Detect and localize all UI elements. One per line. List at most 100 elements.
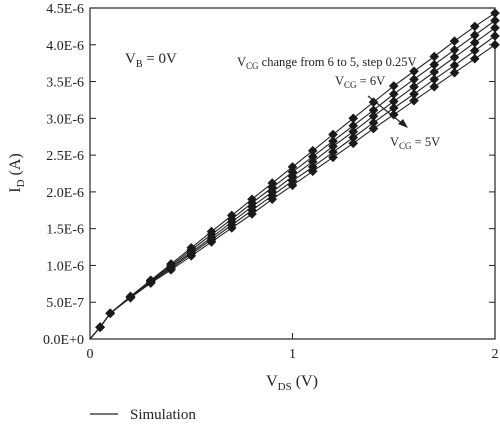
y-axis-label: ID (A) (7, 153, 27, 193)
data-point-s2 (409, 74, 419, 85)
y-axis-ticks: 0.0E+0 5.0E-7 1.0E-6 1.5E-6 2.0E-6 2.5E-6 3.0E… (43, 2, 495, 348)
data-point-s3 (388, 96, 399, 107)
data-point-s1 (328, 129, 338, 140)
data-point-s3 (429, 67, 440, 77)
data-point-s1 (409, 66, 419, 77)
data-point-s3 (469, 37, 480, 48)
data-point-s5 (368, 123, 379, 134)
annotation-sweep-sub: CG (246, 61, 259, 71)
data-point-s1 (368, 97, 379, 107)
annotation-vcg-high-rest: = 6V (357, 74, 386, 88)
annotation-vcg-high: VCG = 6V (335, 74, 385, 90)
y-tick-label: 4.0E-6 (46, 39, 84, 54)
annotation-vb-rest: = 0V (143, 51, 177, 67)
y-tick-label: 2.5E-6 (46, 149, 84, 164)
y-tick-label: 2.0E-6 (46, 186, 84, 201)
data-point-s5 (429, 81, 440, 92)
x-axis-ticks: 0 1 2 (87, 333, 499, 362)
data-point-s5 (490, 39, 500, 50)
x-tick-label: 2 (492, 347, 499, 362)
data-point-s4 (368, 117, 379, 128)
data-point-s2 (449, 45, 460, 55)
y-tick-label: 0.0E+0 (43, 333, 84, 348)
annotation-vb: VB = 0V (125, 51, 177, 70)
y-axis-label-sub: D (15, 179, 27, 187)
annotation-sweep: VCG change from 6 to 5, step 0.25V (237, 55, 417, 71)
data-point-s5 (388, 109, 399, 120)
data-point-s4 (449, 60, 460, 71)
data-point-s2 (429, 59, 440, 70)
data-point-s5 (145, 278, 156, 288)
data-point-s2 (490, 15, 500, 26)
y-tick-label: 1.0E-6 (46, 259, 84, 274)
data-point-s5 (267, 194, 278, 205)
y-tick-label: 1.5E-6 (46, 223, 84, 238)
data-point-s5 (95, 322, 105, 333)
data-point-s1 (348, 113, 359, 124)
data-point-s1 (490, 8, 500, 18)
data-point-s5 (328, 152, 338, 163)
data-point-s3 (328, 141, 338, 152)
data-point-s4 (490, 31, 500, 41)
annotation-vcg-low-rest: = 5V (412, 135, 441, 149)
y-tick-label: 4.5E-6 (46, 2, 84, 17)
data-point-s5 (226, 223, 237, 233)
data-point-s3 (307, 156, 318, 167)
data-point-s5 (186, 251, 197, 261)
data-point-s5 (449, 67, 460, 78)
data-point-s5 (247, 209, 257, 219)
data-point-s3 (409, 81, 419, 92)
data-point-s1 (287, 162, 298, 172)
data-point-s5 (287, 180, 298, 191)
y-tick-label: 3.5E-6 (46, 76, 84, 91)
sweep-arrow-head (398, 119, 408, 128)
data-point-s4 (388, 103, 399, 113)
x-axis-label-unit: (V) (292, 373, 318, 390)
data-point-s5 (307, 166, 318, 177)
annotation-vcg-high-sub: CG (344, 80, 357, 90)
y-axis-label-main: I (7, 187, 24, 192)
data-point-s2 (388, 89, 399, 99)
x-tick-label: 0 (87, 347, 94, 362)
sweep-arrow-shaft (367, 95, 405, 126)
data-point-s4 (469, 45, 480, 56)
data-point-s2 (328, 136, 338, 146)
data-point-s1 (307, 145, 318, 156)
data-point-s2 (307, 151, 318, 162)
x-axis-label-main: V (266, 373, 278, 390)
data-point-s1 (469, 21, 480, 32)
data-point-s4 (328, 147, 338, 157)
data-point-s5 (409, 95, 419, 106)
data-point-s3 (449, 52, 460, 63)
x-axis-label: VDS (V) (266, 373, 318, 393)
annotation-sweep-rest: change from 6 to 5, step 0.25V (259, 55, 417, 69)
data-point-s4 (409, 89, 419, 99)
data-point-s5 (105, 308, 116, 319)
data-point-s5 (206, 237, 217, 247)
annotation-vcg-low-main: V (390, 135, 399, 149)
legend-label: Simulation (130, 407, 196, 423)
data-point-s4 (429, 74, 440, 85)
data-point-s5 (166, 265, 176, 275)
data-point-s3 (490, 23, 500, 33)
annotation-vcg-low: VCG = 5V (390, 135, 440, 151)
data-point-s2 (348, 120, 359, 131)
series-markers (95, 8, 500, 333)
series-line-5 (89, 44, 496, 340)
x-tick-label: 1 (289, 347, 296, 362)
y-tick-label: 5.0E-7 (46, 296, 84, 311)
data-point-s1 (388, 81, 399, 91)
y-tick-label: 3.0E-6 (46, 112, 84, 127)
series-lines (89, 12, 496, 340)
annotation-vb-sub: B (136, 59, 143, 70)
data-point-s2 (469, 30, 480, 41)
x-axis-label-sub: DS (278, 381, 292, 393)
data-point-s2 (368, 105, 379, 116)
y-axis-label-unit: (A) (7, 153, 24, 179)
data-point-s3 (368, 111, 379, 121)
annotation-sweep-main: V (237, 55, 246, 69)
data-point-s3 (348, 126, 359, 137)
data-point-s1 (429, 51, 440, 62)
data-point-s5 (125, 293, 136, 303)
